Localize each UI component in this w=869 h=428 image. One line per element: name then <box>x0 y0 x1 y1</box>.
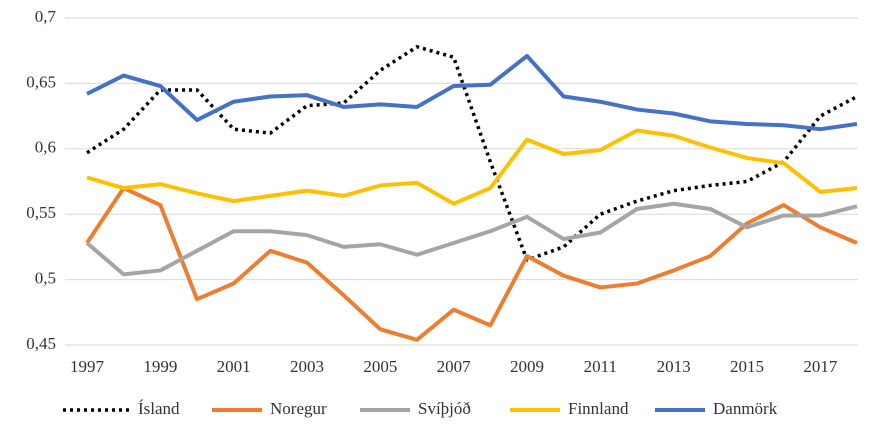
y-tick-label: 0,7 <box>35 7 57 26</box>
y-tick-label: 0,55 <box>26 203 56 222</box>
series-line <box>85 186 858 342</box>
x-tick-label: 2003 <box>290 357 324 376</box>
legend-label: Ísland <box>138 399 180 418</box>
x-tick-label: 2015 <box>730 357 764 376</box>
y-tick-label: 0,6 <box>35 138 56 157</box>
series-line <box>86 53 858 132</box>
legend-label: Svíþjóð <box>418 399 471 418</box>
legend-label: Danmörk <box>713 399 778 418</box>
series-line <box>85 201 858 277</box>
x-tick-label: 1997 <box>70 357 105 376</box>
x-tick-label: 2011 <box>584 357 617 376</box>
x-tick-label: 2013 <box>657 357 691 376</box>
x-tick-label: 2007 <box>437 357 472 376</box>
x-tick-label: 2009 <box>510 357 544 376</box>
x-tick-label: 2005 <box>363 357 397 376</box>
legend-label: Noregur <box>270 399 327 418</box>
x-tick-label: 2017 <box>803 357 838 376</box>
y-tick-label: 0,45 <box>26 334 56 353</box>
y-tick-label: 0,65 <box>26 72 56 91</box>
x-tick-label: 2001 <box>217 357 251 376</box>
series-line <box>86 128 858 206</box>
y-tick-label: 0,5 <box>35 269 56 288</box>
x-tick-label: 1999 <box>143 357 177 376</box>
legend-label: Finnland <box>568 399 629 418</box>
